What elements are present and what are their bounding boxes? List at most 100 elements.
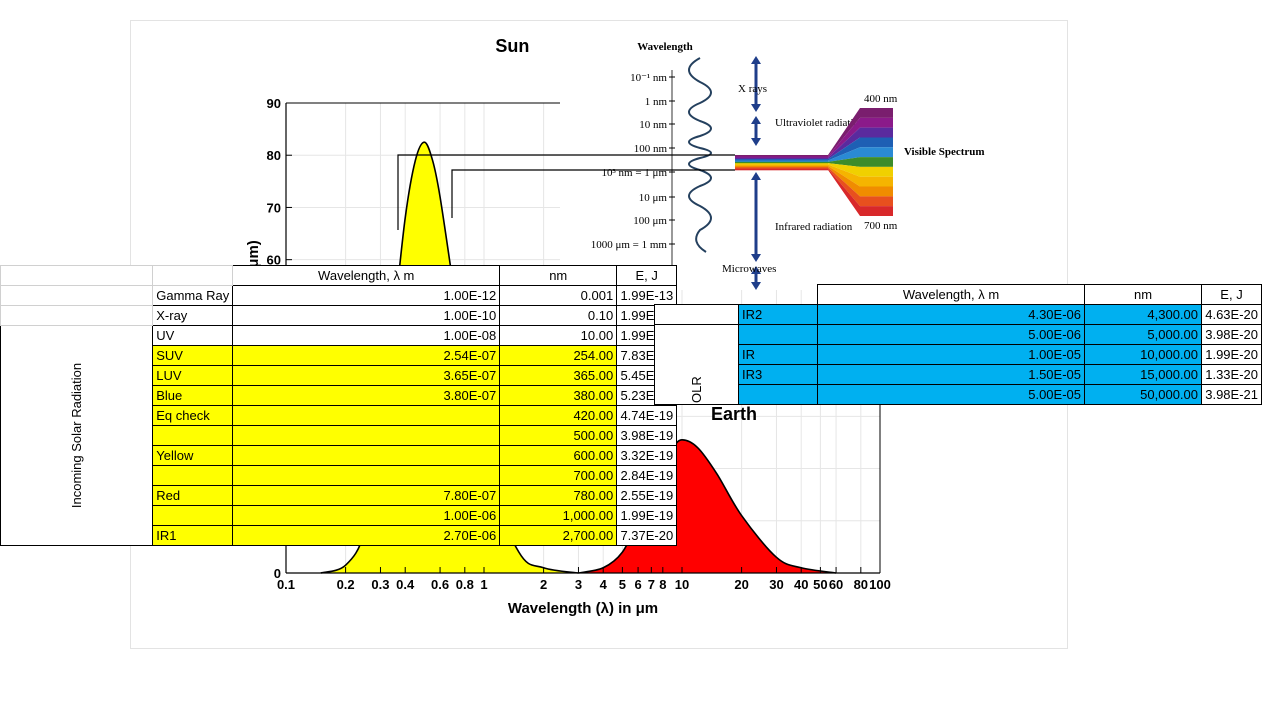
olr-header-energy: E, J <box>1201 284 1262 305</box>
incoming-energy: 2.55E-19 <box>616 485 678 506</box>
band-label-microwave: Microwaves <box>722 263 776 275</box>
visible-band-stripe <box>735 165 828 168</box>
visible-band-stripe <box>735 167 828 169</box>
olr-wavelength-nm: 10,000.00 <box>1084 344 1202 365</box>
band-label-uv: Ultraviolet radiation <box>775 117 865 129</box>
olr-name <box>738 384 818 405</box>
x-tick-label: 40 <box>794 577 808 592</box>
olr-name <box>738 324 818 345</box>
olr-header-nm: nm <box>1084 284 1202 305</box>
incoming-name <box>152 505 234 526</box>
olr-table: Wavelength, λ m nm E, J IR2 4.30E-06 4,300… <box>654 284 1262 405</box>
xray-arrow-icon-head-up <box>751 56 761 64</box>
incoming-wavelength-nm: 380.00 <box>499 385 618 406</box>
incoming-name: Blue <box>152 385 234 406</box>
x-tick-label: 2 <box>540 577 547 592</box>
incoming-row: 500.00 3.98E-19 <box>1 425 678 446</box>
incoming-wavelength-nm: 500.00 <box>499 425 618 446</box>
y-tick-label: 0 <box>274 566 281 581</box>
y-tick-label: 60 <box>267 253 281 268</box>
incoming-energy: 3.98E-19 <box>616 425 678 446</box>
incoming-name: IR1 <box>152 525 234 546</box>
visible-band-stripe <box>735 159 828 161</box>
incoming-wavelength-nm: 0.10 <box>499 305 618 326</box>
incoming-energy: 7.37E-20 <box>616 525 678 546</box>
olr-row: 5.00E-05 50,000.00 3.98E-21 <box>655 384 1262 405</box>
x-tick-label: 60 <box>829 577 843 592</box>
scale-label: 1 nm <box>645 96 668 108</box>
olr-name: IR3 <box>738 364 818 385</box>
x-tick-label: 3 <box>575 577 582 592</box>
x-tick-label: 0.1 <box>277 577 295 592</box>
visible-fan-segment <box>828 164 893 187</box>
visible-fan-segment <box>828 157 893 167</box>
incoming-wavelength-m <box>232 405 501 426</box>
incoming-row: Gamma Ray 1.00E-12 0.001 1.99E-13 <box>0 285 678 306</box>
incoming-wavelength-m: 1.00E-12 <box>232 285 501 306</box>
x-tick-label: 30 <box>769 577 783 592</box>
x-tick-label: 50 <box>813 577 827 592</box>
visible-fan-segment <box>828 168 893 216</box>
nm-700-label: 700 nm <box>864 220 898 232</box>
microwave-arrow-icon-head-down <box>751 282 761 290</box>
olr-energy: 4.63E-20 <box>1201 304 1262 325</box>
incoming-name: Red <box>152 485 234 506</box>
band-label-ir: Infrared radiation <box>775 221 853 233</box>
incoming-wavelength-nm: 600.00 <box>499 445 618 466</box>
x-tick-label: 8 <box>659 577 666 592</box>
incoming-row: Red 7.80E-07 780.00 2.55E-19 <box>1 485 678 506</box>
x-axis-label: Wavelength (λ) in μm <box>508 600 658 617</box>
incoming-row: Incoming Solar Radiation UV 1.00E-08 10.00 1… <box>0 325 678 546</box>
incoming-wavelength-nm: 700.00 <box>499 465 618 486</box>
x-tick-label: 0.6 <box>431 577 449 592</box>
olr-wavelength-nm: 4,300.00 <box>1084 304 1202 325</box>
incoming-name: X-ray <box>152 305 234 326</box>
x-tick-label: 0.3 <box>371 577 389 592</box>
olr-energy: 1.33E-20 <box>1201 364 1262 385</box>
uv-arrow-icon-head-up <box>751 116 761 124</box>
olr-energy: 1.99E-20 <box>1201 344 1262 365</box>
scale-label: 1000 μm = 1 mm <box>591 239 668 251</box>
series-line-earth <box>578 439 837 574</box>
y-tick-label: 80 <box>267 148 281 163</box>
incoming-row: SUV 2.54E-07 254.00 7.83E-19 <box>1 345 678 366</box>
incoming-name: SUV <box>152 345 234 366</box>
incoming-row: IR1 2.70E-06 2,700.00 7.37E-20 <box>1 525 678 546</box>
incoming-name: Gamma Ray <box>152 285 234 306</box>
x-tick-label: 0.8 <box>456 577 474 592</box>
row-gutter <box>0 285 154 306</box>
ir-arrow-icon-head-up <box>751 172 761 180</box>
olr-wavelength-nm: 50,000.00 <box>1084 384 1202 405</box>
olr-name: IR2 <box>738 304 818 325</box>
visible-fan-segment <box>828 165 893 197</box>
incoming-energy: 1.99E-19 <box>616 505 678 526</box>
incoming-energy: 2.84E-19 <box>616 465 678 486</box>
x-tick-label: 80 <box>854 577 868 592</box>
visible-connector-left <box>397 154 735 230</box>
incoming-side-label-text: Incoming Solar Radiation <box>69 362 85 509</box>
olr-gutter <box>654 304 739 325</box>
visible-band-stripe <box>735 164 828 167</box>
scale-label: 100 μm <box>633 215 667 227</box>
incoming-wavelength-m: 1.00E-08 <box>232 325 501 346</box>
incoming-name: LUV <box>152 365 234 386</box>
series-label-sun: Sun <box>495 36 529 56</box>
visible-fan-segment <box>828 163 893 177</box>
incoming-wavelength-nm: 365.00 <box>499 365 618 386</box>
scale-label: 10 μm <box>639 192 668 204</box>
olr-row: IR2 4.30E-06 4,300.00 4.63E-20 <box>654 304 1262 325</box>
incoming-wavelength-m: 1.00E-10 <box>232 305 501 326</box>
visible-band-stripe <box>735 168 828 171</box>
incoming-row: Eq check 420.00 4.74E-19 <box>1 405 678 426</box>
incoming-wavelength-m: 7.80E-07 <box>232 485 501 506</box>
incoming-wavelength-nm: 0.001 <box>499 285 618 306</box>
incoming-wavelength-m: 2.70E-06 <box>232 525 501 546</box>
olr-wavelength-m: 5.00E-05 <box>817 384 1085 405</box>
x-tick-label: 1 <box>480 577 487 592</box>
visible-fan-segment <box>828 117 893 158</box>
visible-band-stripe <box>735 161 828 164</box>
olr-row: IR 1.00E-05 10,000.00 1.99E-20 <box>655 344 1262 365</box>
olr-header-wavelength: Wavelength, λ m <box>817 284 1085 305</box>
x-tick-label: 6 <box>634 577 641 592</box>
y-tick-label: 70 <box>267 200 281 215</box>
